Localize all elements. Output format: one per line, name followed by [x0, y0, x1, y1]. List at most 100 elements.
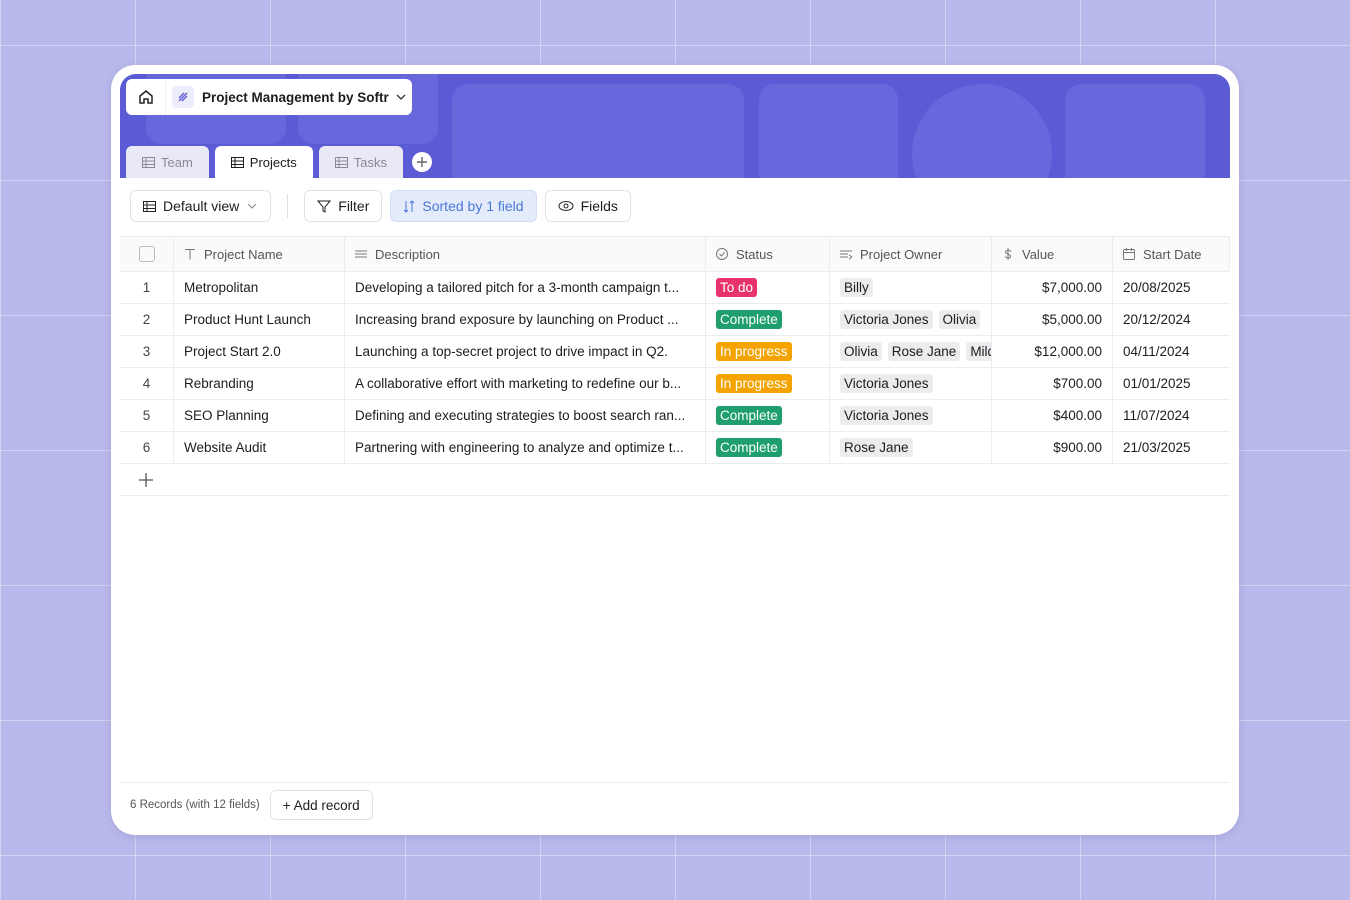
start-date: 04/11/2024: [1123, 344, 1190, 359]
add-record-label: + Add record: [282, 797, 360, 813]
value-cell: $400.00: [992, 400, 1113, 431]
column-title: Value: [1022, 246, 1055, 262]
value-cell: $900.00: [992, 432, 1113, 463]
column-header[interactable]: Status: [706, 237, 830, 271]
owner-chip: Olivia: [840, 342, 882, 361]
date-cell: 20/12/2024: [1113, 304, 1230, 335]
status-cell: Complete: [706, 304, 830, 335]
status-cell: Complete: [706, 432, 830, 463]
column-title: Start Date: [1143, 246, 1202, 262]
project-name: Project Start 2.0: [184, 344, 281, 359]
row-number: 3: [142, 344, 151, 359]
description: Launching a top-secret project to drive …: [355, 344, 668, 359]
name-cell: Rebranding: [174, 368, 345, 399]
owner-chip: Rose Jane: [840, 438, 913, 457]
date-cell: 21/03/2025: [1113, 432, 1230, 463]
date-cell: 20/08/2025: [1113, 272, 1230, 303]
owner-chip: Victoria Jones: [840, 374, 933, 393]
select-all-checkbox[interactable]: [138, 246, 155, 262]
project-name: Metropolitan: [184, 280, 259, 295]
table-header: Project Name Description Status Project Own…: [120, 236, 1230, 272]
add-row[interactable]: [120, 464, 1230, 496]
table-row[interactable]: 5 SEO Planning Defining and executing stra…: [120, 400, 1230, 432]
column-header[interactable]: Project Owner: [830, 237, 992, 271]
name-cell: Project Start 2.0: [174, 336, 345, 367]
description-cell: Launching a top-secret project to drive …: [345, 336, 706, 367]
start-date: 01/01/2025: [1123, 376, 1191, 391]
value-cell: $7,000.00: [992, 272, 1113, 303]
row-number-cell: 5: [120, 400, 174, 431]
row-number-cell: 6: [120, 432, 174, 463]
description-cell: Defining and executing strategies to boo…: [345, 400, 706, 431]
table-row[interactable]: 6 Website Audit Partnering with engineerin…: [120, 432, 1230, 464]
name-cell: Website Audit: [174, 432, 345, 463]
value: $900.00: [1053, 440, 1102, 455]
status-badge: Complete: [716, 310, 782, 329]
value: $5,000.00: [1041, 312, 1102, 327]
start-date: 20/08/2025: [1123, 280, 1191, 295]
description: Defining and executing strategies to boo…: [355, 408, 686, 423]
app-title[interactable]: Project Management by Softr: [202, 89, 389, 105]
row-number: 6: [142, 440, 151, 455]
home-button[interactable]: [126, 79, 166, 115]
owner-chip: Rose Jane: [887, 342, 961, 361]
owner-cell: Rose Jane: [830, 432, 992, 463]
owner-cell: Victoria Jones: [830, 400, 992, 431]
row-number: 4: [142, 376, 151, 391]
row-number: 2: [142, 312, 151, 327]
table-row[interactable]: 1 Metropolitan Developing a tailored pitch…: [120, 272, 1230, 304]
filter-label: Filter: [338, 198, 370, 214]
table-row[interactable]: 3 Project Start 2.0 Launching a top-secret…: [120, 336, 1230, 368]
row-number-cell: 4: [120, 368, 174, 399]
row-number-cell: 3: [120, 336, 174, 367]
row-number: 1: [142, 280, 151, 295]
name-cell: SEO Planning: [174, 400, 345, 431]
status-badge: In progress: [716, 342, 792, 361]
start-date: 21/03/2025: [1123, 440, 1191, 455]
date-cell: 04/11/2024: [1113, 336, 1230, 367]
add-record-button[interactable]: + Add record: [269, 790, 373, 820]
column-header[interactable]: Value: [992, 237, 1113, 271]
fields-button[interactable]: Fields: [544, 190, 631, 222]
column-header[interactable]: Project Name: [174, 237, 345, 271]
status-cell: Complete: [706, 400, 830, 431]
project-name: Product Hunt Launch: [184, 312, 311, 327]
view-selector[interactable]: Default view: [130, 190, 272, 222]
column-header[interactable]: Description: [345, 237, 706, 271]
tab-bar: Team Projects Tasks: [126, 146, 432, 178]
row-number: 5: [142, 408, 151, 423]
date-cell: 01/01/2025: [1113, 368, 1230, 399]
owner-cell: Victoria Jones Olivia: [830, 304, 992, 335]
table-row[interactable]: 4 Rebranding A collaborative effort with m…: [120, 368, 1230, 400]
toolbar: Default view Filter Sorted by 1 field Fi…: [130, 190, 631, 222]
tab[interactable]: Projects: [214, 146, 313, 178]
status-cell: In progress: [706, 336, 830, 367]
value-cell: $700.00: [992, 368, 1113, 399]
add-tab-button[interactable]: [412, 152, 432, 172]
start-date: 20/12/2024: [1123, 312, 1191, 327]
start-date: 11/07/2024: [1123, 408, 1190, 423]
column-title: Status: [736, 246, 773, 262]
description-cell: Increasing brand exposure by launching o…: [345, 304, 706, 335]
description: A collaborative effort with marketing to…: [355, 376, 682, 391]
sort-label: Sorted by 1 field: [422, 198, 524, 214]
tab[interactable]: Tasks: [318, 146, 403, 178]
column-header[interactable]: Start Date: [1113, 237, 1230, 271]
table-row[interactable]: 2 Product Hunt Launch Increasing brand exp…: [120, 304, 1230, 336]
app-card: Project Management by Softr Team Project…: [111, 65, 1239, 835]
tab[interactable]: Team: [126, 146, 209, 178]
status-cell: In progress: [706, 368, 830, 399]
status-badge: Complete: [716, 438, 782, 457]
name-cell: Product Hunt Launch: [174, 304, 345, 335]
sort-button[interactable]: Sorted by 1 field: [390, 190, 537, 222]
description: Increasing brand exposure by launching o…: [355, 312, 679, 327]
project-name: Rebranding: [184, 376, 254, 391]
column-title: Project Name: [204, 246, 283, 262]
value-cell: $12,000.00: [992, 336, 1113, 367]
tab-label: Projects: [249, 154, 297, 170]
tab-label: Team: [161, 154, 193, 170]
value: $7,000.00: [1041, 280, 1102, 295]
project-name: Website Audit: [184, 440, 267, 455]
filter-button[interactable]: Filter: [304, 190, 383, 222]
